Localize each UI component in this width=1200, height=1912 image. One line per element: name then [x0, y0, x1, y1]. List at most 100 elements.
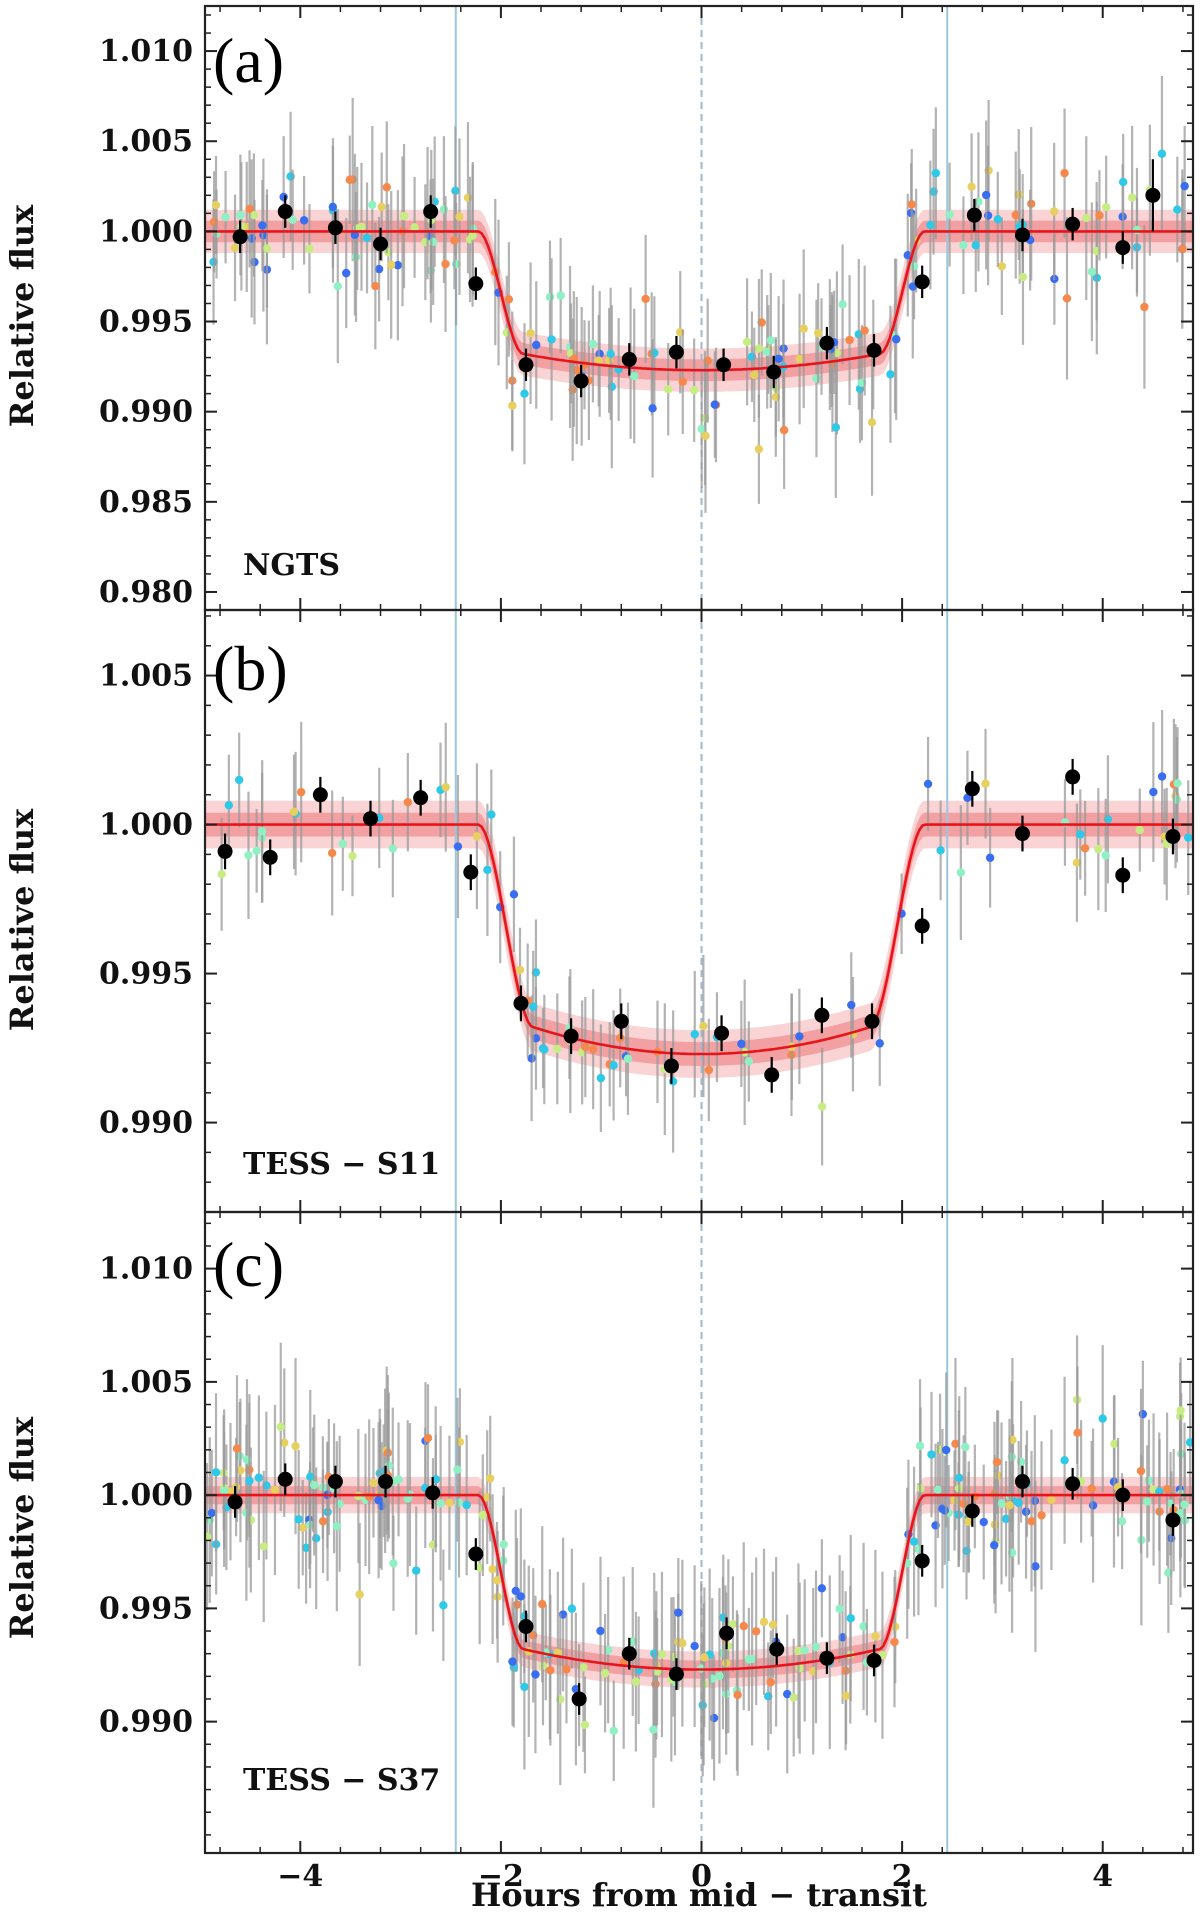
- unbinned-marker: [697, 424, 706, 434]
- unbinned-point: [774, 296, 783, 422]
- unbinned-point: [257, 760, 267, 903]
- unbinned-marker: [1098, 1414, 1107, 1423]
- unbinned-point: [1149, 722, 1158, 862]
- unbinned-marker: [245, 204, 254, 214]
- unbinned-point: [715, 1588, 724, 1764]
- binned-point: [914, 908, 930, 944]
- binned-point: [914, 265, 930, 299]
- unbinned-point: [892, 258, 901, 420]
- unbinned-marker: [207, 1508, 216, 1518]
- unbinned-point: [700, 1587, 709, 1728]
- binned-marker: [413, 790, 429, 806]
- unbinned-point: [540, 994, 549, 1105]
- unbinned-marker: [789, 1693, 798, 1702]
- unbinned-marker: [318, 1517, 328, 1526]
- x-tick-label: 4: [1092, 1859, 1113, 1894]
- unbinned-point: [296, 721, 306, 863]
- unbinned-point: [936, 800, 945, 901]
- unbinned-marker: [1155, 1487, 1164, 1496]
- binned-point: [571, 1683, 587, 1715]
- unbinned-marker: [296, 787, 306, 797]
- unbinned-point: [305, 204, 314, 294]
- unbinned-point: [1118, 133, 1128, 231]
- x-axis-label: Hours from mid − transit: [471, 1876, 927, 1912]
- unbinned-marker: [553, 1044, 562, 1054]
- unbinned-marker: [979, 1517, 988, 1527]
- unbinned-point: [289, 754, 299, 869]
- binned-marker: [966, 207, 982, 223]
- unbinned-marker: [259, 1542, 268, 1551]
- binned-point: [413, 779, 429, 816]
- unbinned-point: [445, 1435, 454, 1570]
- unbinned-marker: [508, 1657, 517, 1666]
- unbinned-point: [789, 1638, 798, 1757]
- unbinned-marker: [511, 1586, 521, 1596]
- unbinned-point: [813, 283, 823, 384]
- unbinned-point: [455, 138, 464, 295]
- unbinned-marker: [1173, 205, 1182, 214]
- unbinned-point: [841, 1647, 851, 1745]
- unbinned-point: [1155, 1432, 1164, 1551]
- binned-marker: [573, 373, 589, 389]
- unbinned-point: [529, 950, 538, 1063]
- unbinned-point: [310, 1414, 319, 1556]
- binned-marker: [468, 276, 484, 292]
- y-tick-label: 1.005: [99, 1365, 193, 1400]
- unbinned-marker: [332, 1522, 342, 1531]
- unbinned-marker: [903, 250, 912, 260]
- binned-point: [217, 833, 233, 870]
- unbinned-marker: [1014, 1498, 1023, 1508]
- unbinned-point: [488, 1494, 497, 1645]
- binned-marker: [766, 364, 782, 380]
- unbinned-marker: [700, 1653, 709, 1662]
- panel-b-tag: (b): [213, 633, 288, 704]
- unbinned-marker: [368, 200, 377, 210]
- y-tick-label: 1.005: [99, 659, 193, 694]
- unbinned-marker: [244, 851, 253, 860]
- unbinned-point: [556, 237, 565, 354]
- unbinned-point: [923, 736, 933, 831]
- binned-point: [1145, 159, 1161, 232]
- unbinned-point: [614, 317, 623, 421]
- unbinned-point: [369, 1428, 378, 1538]
- unbinned-point: [1005, 1418, 1014, 1592]
- binned-point: [327, 211, 343, 244]
- binned-point: [764, 1057, 780, 1093]
- binned-marker: [373, 236, 389, 252]
- unbinned-marker: [812, 374, 821, 383]
- unbinned-marker: [226, 1487, 235, 1496]
- unbinned-point: [979, 1464, 988, 1580]
- y-tick-label: 1.010: [99, 34, 193, 69]
- binned-point: [363, 800, 379, 837]
- binned-marker: [964, 1503, 980, 1519]
- unbinned-marker: [690, 1030, 699, 1039]
- binned-point: [668, 1658, 684, 1690]
- panel-a-frame: [203, 4, 1195, 612]
- binned-point: [425, 1477, 441, 1509]
- unbinned-point: [907, 149, 916, 260]
- binned-point: [819, 1642, 835, 1675]
- unbinned-point: [1060, 108, 1069, 238]
- binned-point: [423, 195, 439, 228]
- unbinned-marker: [403, 1494, 412, 1503]
- unbinned-point: [211, 155, 221, 255]
- unbinned-marker: [488, 1564, 497, 1574]
- binned-marker: [423, 204, 439, 220]
- binned-point: [719, 1617, 735, 1650]
- unbinned-marker: [813, 328, 823, 338]
- panel-c-tag: (c): [213, 1229, 284, 1300]
- unbinned-marker: [657, 1650, 667, 1659]
- unbinned-point: [254, 1395, 264, 1561]
- unbinned-point: [631, 1611, 641, 1752]
- unbinned-point: [450, 191, 459, 290]
- unbinned-marker: [1157, 149, 1167, 158]
- unbinned-marker: [499, 1540, 508, 1549]
- unbinned-marker: [971, 240, 980, 250]
- unbinned-point: [747, 1572, 757, 1746]
- unbinned-marker: [955, 1473, 964, 1483]
- unbinned-point: [1060, 1376, 1069, 1544]
- binned-marker: [621, 351, 637, 367]
- unbinned-marker: [846, 1614, 855, 1623]
- binned-marker: [1115, 240, 1131, 256]
- unbinned-marker: [411, 1566, 421, 1575]
